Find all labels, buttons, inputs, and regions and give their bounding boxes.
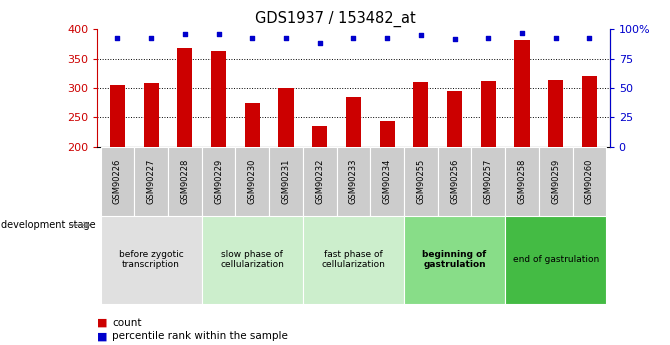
Point bbox=[584, 35, 595, 40]
Text: GSM90226: GSM90226 bbox=[113, 158, 122, 204]
Bar bbox=[404, 216, 505, 304]
Text: GSM90234: GSM90234 bbox=[383, 158, 392, 204]
Text: GSM90227: GSM90227 bbox=[147, 158, 155, 204]
Bar bbox=[404, 147, 438, 216]
Text: beginning of
gastrulation: beginning of gastrulation bbox=[423, 250, 486, 269]
Point bbox=[415, 32, 426, 38]
Bar bbox=[269, 147, 303, 216]
Point bbox=[382, 35, 393, 40]
Bar bbox=[447, 91, 462, 147]
Text: GSM90233: GSM90233 bbox=[349, 158, 358, 204]
Point bbox=[449, 36, 460, 41]
Bar bbox=[515, 40, 529, 147]
Text: slow phase of
cellularization: slow phase of cellularization bbox=[220, 250, 284, 269]
Bar bbox=[245, 103, 260, 147]
Bar bbox=[110, 85, 125, 147]
Text: development stage: development stage bbox=[1, 220, 96, 230]
Bar bbox=[472, 147, 505, 216]
Point bbox=[314, 41, 325, 46]
Point bbox=[146, 35, 157, 40]
Bar bbox=[380, 121, 395, 147]
Point bbox=[213, 31, 224, 37]
Bar bbox=[303, 216, 404, 304]
Bar bbox=[505, 147, 539, 216]
Bar bbox=[202, 216, 303, 304]
Text: GSM90231: GSM90231 bbox=[281, 158, 291, 204]
Bar bbox=[100, 216, 202, 304]
Point bbox=[180, 31, 190, 37]
Bar bbox=[211, 51, 226, 147]
Bar bbox=[279, 88, 293, 147]
Bar bbox=[100, 147, 134, 216]
Bar bbox=[548, 80, 563, 147]
Bar bbox=[336, 147, 371, 216]
Bar bbox=[202, 147, 235, 216]
Point bbox=[348, 35, 359, 40]
Text: GDS1937 / 153482_at: GDS1937 / 153482_at bbox=[255, 10, 415, 27]
Point bbox=[483, 35, 494, 40]
Text: GSM90229: GSM90229 bbox=[214, 158, 223, 204]
Bar bbox=[168, 147, 202, 216]
Text: count: count bbox=[112, 318, 141, 327]
Text: GSM90230: GSM90230 bbox=[248, 158, 257, 204]
Bar bbox=[178, 48, 192, 147]
Text: ■: ■ bbox=[97, 332, 108, 341]
Text: GSM90255: GSM90255 bbox=[416, 158, 425, 204]
Point bbox=[550, 35, 561, 40]
Bar bbox=[573, 147, 606, 216]
Text: percentile rank within the sample: percentile rank within the sample bbox=[112, 332, 288, 341]
Text: GSM90256: GSM90256 bbox=[450, 158, 459, 204]
Point bbox=[281, 35, 291, 40]
Point bbox=[247, 35, 258, 40]
Text: GSM90228: GSM90228 bbox=[180, 158, 190, 204]
Bar bbox=[143, 83, 159, 147]
Text: GSM90259: GSM90259 bbox=[551, 158, 560, 204]
Text: GSM90232: GSM90232 bbox=[315, 158, 324, 204]
Point bbox=[112, 35, 123, 40]
Bar bbox=[413, 81, 428, 147]
Bar bbox=[582, 76, 597, 147]
Bar bbox=[480, 81, 496, 147]
Text: before zygotic
transcription: before zygotic transcription bbox=[119, 250, 184, 269]
Bar bbox=[303, 147, 336, 216]
Text: ■: ■ bbox=[97, 318, 108, 327]
Text: GSM90260: GSM90260 bbox=[585, 158, 594, 204]
Text: GSM90258: GSM90258 bbox=[517, 158, 527, 204]
Bar bbox=[346, 97, 361, 147]
Text: GSM90257: GSM90257 bbox=[484, 158, 493, 204]
Text: end of gastrulation: end of gastrulation bbox=[513, 255, 599, 264]
Bar bbox=[312, 126, 327, 147]
Bar bbox=[505, 216, 606, 304]
Bar bbox=[134, 147, 168, 216]
Bar bbox=[438, 147, 472, 216]
Bar bbox=[539, 147, 573, 216]
Point bbox=[517, 30, 527, 36]
Text: fast phase of
cellularization: fast phase of cellularization bbox=[322, 250, 385, 269]
Bar bbox=[235, 147, 269, 216]
Bar bbox=[371, 147, 404, 216]
